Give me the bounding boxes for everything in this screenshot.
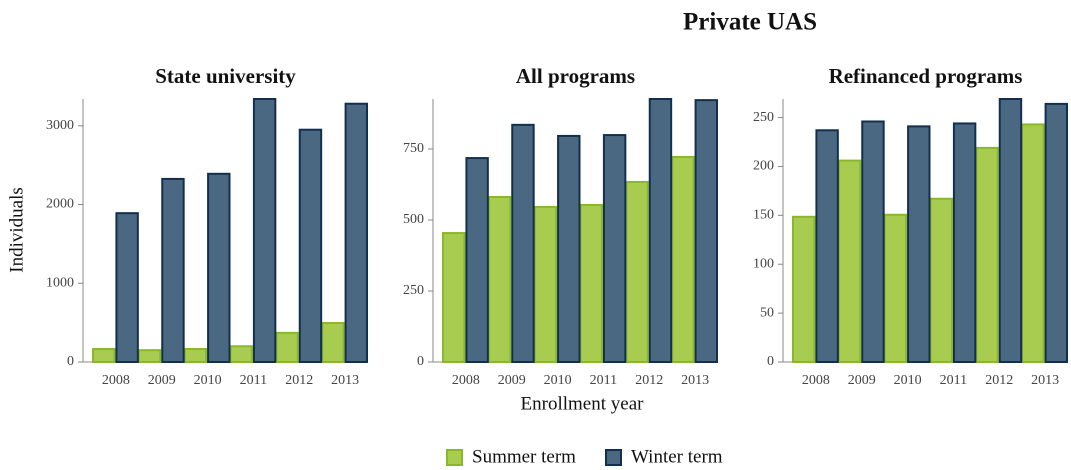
bar xyxy=(952,122,977,363)
panel-title: Refinanced programs xyxy=(829,64,1023,88)
bar xyxy=(579,203,603,363)
panel-title: State university xyxy=(155,64,296,88)
x-tick-label: 2009 xyxy=(498,373,526,388)
bar xyxy=(1021,123,1045,363)
bar xyxy=(252,98,277,363)
bar xyxy=(815,129,839,363)
y-tick-label: 250 xyxy=(753,110,774,125)
x-tick-label: 2012 xyxy=(985,373,1013,388)
bar xyxy=(533,205,558,363)
bar xyxy=(625,180,649,363)
bar xyxy=(207,172,231,363)
y-tick-label: 0 xyxy=(417,354,424,369)
y-tick-label: 150 xyxy=(753,208,774,223)
bar xyxy=(1044,102,1069,363)
bar xyxy=(557,134,581,363)
bar xyxy=(161,177,185,363)
x-tick-label: 2013 xyxy=(681,373,709,388)
x-axis-label: Enrollment year xyxy=(521,393,645,414)
y-tick-label: 0 xyxy=(67,354,74,369)
bar xyxy=(442,232,466,363)
x-tick-label: 2011 xyxy=(590,373,617,388)
y-tick-label: 3000 xyxy=(46,118,74,133)
x-tick-label: 2012 xyxy=(635,373,663,388)
bar xyxy=(648,98,673,363)
legend-label: Summer term xyxy=(472,446,576,467)
y-tick-label: 1000 xyxy=(46,275,74,290)
bar xyxy=(487,195,512,363)
bar xyxy=(321,322,345,364)
x-tick-label: 2013 xyxy=(331,373,359,388)
panel-title: All programs xyxy=(516,64,635,88)
x-tick-label: 2012 xyxy=(285,373,313,388)
bar xyxy=(883,213,908,363)
x-tick-label: 2010 xyxy=(194,373,222,388)
bar xyxy=(929,197,953,363)
x-tick-label: 2008 xyxy=(102,373,130,388)
x-tick-label: 2010 xyxy=(894,373,922,388)
y-tick-label: 500 xyxy=(403,212,424,227)
x-tick-label: 2009 xyxy=(848,373,876,388)
x-tick-label: 2008 xyxy=(802,373,830,388)
y-tick-label: 2000 xyxy=(46,197,74,212)
legend: Summer term Winter term xyxy=(446,446,723,467)
y-axis-label: Individuals xyxy=(6,187,27,273)
bar xyxy=(602,134,627,363)
y-tick-label: 50 xyxy=(760,305,774,320)
x-tick-label: 2011 xyxy=(240,373,267,388)
bar xyxy=(92,348,116,363)
legend-label: Winter term xyxy=(631,446,723,467)
bar xyxy=(792,215,816,363)
bar xyxy=(183,348,208,363)
bar xyxy=(861,120,885,364)
y-tick-label: 200 xyxy=(753,159,774,174)
bar xyxy=(137,349,162,364)
super-title: Private UAS xyxy=(683,9,817,36)
x-tick-label: 2013 xyxy=(1031,373,1059,388)
bar xyxy=(975,146,999,363)
y-tick-label: 100 xyxy=(753,256,774,271)
y-tick-label: 750 xyxy=(403,141,424,156)
x-tick-label: 2009 xyxy=(148,373,176,388)
bar xyxy=(907,125,931,364)
bar xyxy=(275,331,299,363)
bar xyxy=(115,212,139,363)
x-tick-label: 2010 xyxy=(544,373,572,388)
x-tick-label: 2008 xyxy=(452,373,480,388)
y-tick-label: 250 xyxy=(403,283,424,298)
bar xyxy=(837,159,862,363)
x-tick-label: 2011 xyxy=(940,373,967,388)
legend-swatch xyxy=(446,449,463,466)
bar xyxy=(671,155,695,363)
bar xyxy=(511,123,535,364)
bar xyxy=(344,102,369,363)
bar xyxy=(465,157,489,363)
bar xyxy=(298,128,323,363)
bar xyxy=(694,99,718,363)
legend-swatch xyxy=(605,449,622,466)
bar xyxy=(998,98,1023,363)
bar xyxy=(229,345,253,363)
y-tick-label: 0 xyxy=(767,354,774,369)
